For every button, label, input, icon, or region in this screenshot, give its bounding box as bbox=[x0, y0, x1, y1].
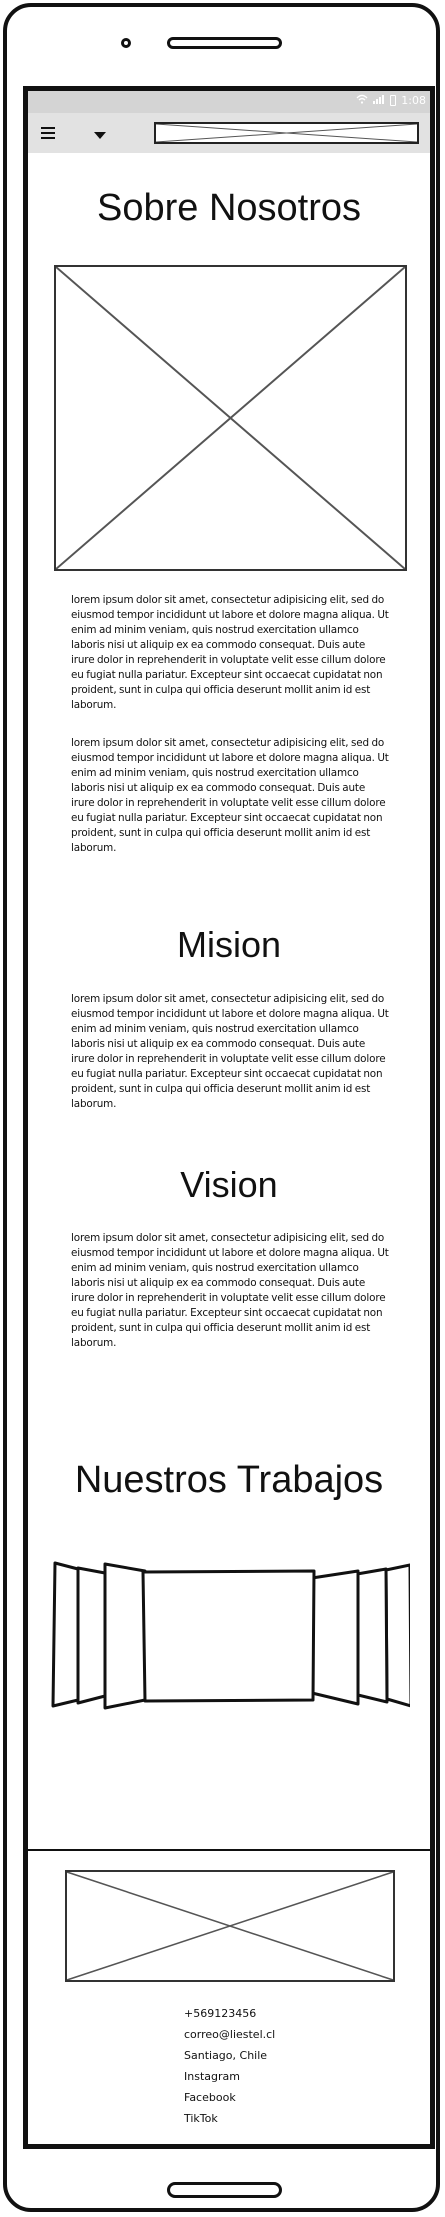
signal-icon bbox=[373, 94, 385, 107]
speaker-grille bbox=[167, 37, 282, 49]
vision-title: Vision bbox=[180, 1164, 278, 1205]
mission-paragraph: lorem ipsum dolor sit amet, consectetur … bbox=[71, 993, 389, 1110]
status-bar: 1:08 bbox=[28, 91, 430, 113]
top-nav-bar bbox=[28, 113, 430, 153]
footer-facebook-link[interactable]: Facebook bbox=[184, 2091, 236, 2104]
footer-contact-list: +569123456 correo@liestel.cl Santiago, C… bbox=[184, 2003, 384, 2129]
footer-instagram-link[interactable]: Instagram bbox=[184, 2070, 240, 2083]
about-paragraph-2: lorem ipsum dolor sit amet, consectetur … bbox=[71, 737, 389, 854]
works-title: Nuestros Trabajos bbox=[74, 1459, 384, 1501]
vision-paragraph: lorem ipsum dolor sit amet, consectetur … bbox=[71, 1232, 389, 1349]
works-carousel[interactable] bbox=[50, 1558, 413, 1713]
nav-logo-image[interactable] bbox=[154, 122, 419, 144]
footer-tiktok-link[interactable]: TikTok bbox=[184, 2112, 218, 2125]
camera-icon bbox=[121, 38, 131, 48]
home-button[interactable] bbox=[167, 2182, 282, 2198]
battery-icon bbox=[390, 95, 397, 106]
dropdown-arrow-icon[interactable] bbox=[94, 132, 106, 139]
screen: 1:08 Sobre Nosotros lorem ipsum dolor si… bbox=[23, 86, 435, 2149]
footer-image bbox=[65, 1870, 395, 1982]
about-image bbox=[54, 265, 407, 571]
about-paragraph-1: lorem ipsum dolor sit amet, consectetur … bbox=[71, 594, 389, 711]
status-time: 1:08 bbox=[401, 94, 426, 107]
wifi-icon bbox=[356, 94, 368, 107]
footer-location: Santiago, Chile bbox=[184, 2049, 268, 2062]
footer-email[interactable]: correo@liestel.cl bbox=[184, 2028, 276, 2041]
footer-phone[interactable]: +569123456 bbox=[184, 2007, 257, 2020]
footer-divider bbox=[28, 1849, 430, 1851]
about-title: Sobre Nosotros bbox=[96, 187, 361, 229]
phone-frame: 1:08 Sobre Nosotros lorem ipsum dolor si… bbox=[3, 3, 440, 2212]
menu-icon[interactable] bbox=[41, 127, 55, 139]
mission-title: Mision bbox=[176, 924, 282, 965]
